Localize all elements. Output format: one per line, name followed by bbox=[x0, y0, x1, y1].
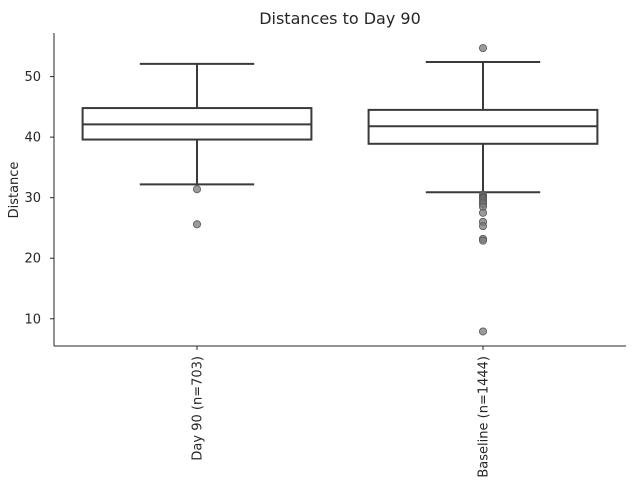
outlier-point bbox=[478, 327, 487, 336]
y-tick-label: 20 bbox=[24, 252, 41, 267]
y-tick-label: 50 bbox=[24, 70, 41, 85]
y-ticks: 10 20 30 40 50 bbox=[24, 70, 54, 327]
outlier-point bbox=[192, 185, 201, 194]
chart-title: Distances to Day 90 bbox=[259, 9, 421, 28]
outlier-point bbox=[478, 236, 487, 245]
outlier-point bbox=[192, 220, 201, 229]
y-tick-label: 10 bbox=[24, 312, 41, 327]
box-group bbox=[367, 44, 599, 336]
x-ticks: Day 90 (n=703) Baseline (n=1444) bbox=[191, 346, 492, 478]
y-axis-label: Distance bbox=[7, 162, 22, 219]
outlier-point bbox=[478, 208, 487, 217]
box-group bbox=[81, 62, 313, 229]
y-tick-label: 40 bbox=[24, 131, 41, 146]
x-tick-label: Baseline (n=1444) bbox=[477, 356, 492, 478]
outlier-point bbox=[478, 222, 487, 231]
plot-area bbox=[81, 44, 599, 336]
outlier-point bbox=[478, 44, 487, 53]
y-tick-label: 30 bbox=[24, 191, 41, 206]
x-tick-label: Day 90 (n=703) bbox=[191, 356, 206, 461]
